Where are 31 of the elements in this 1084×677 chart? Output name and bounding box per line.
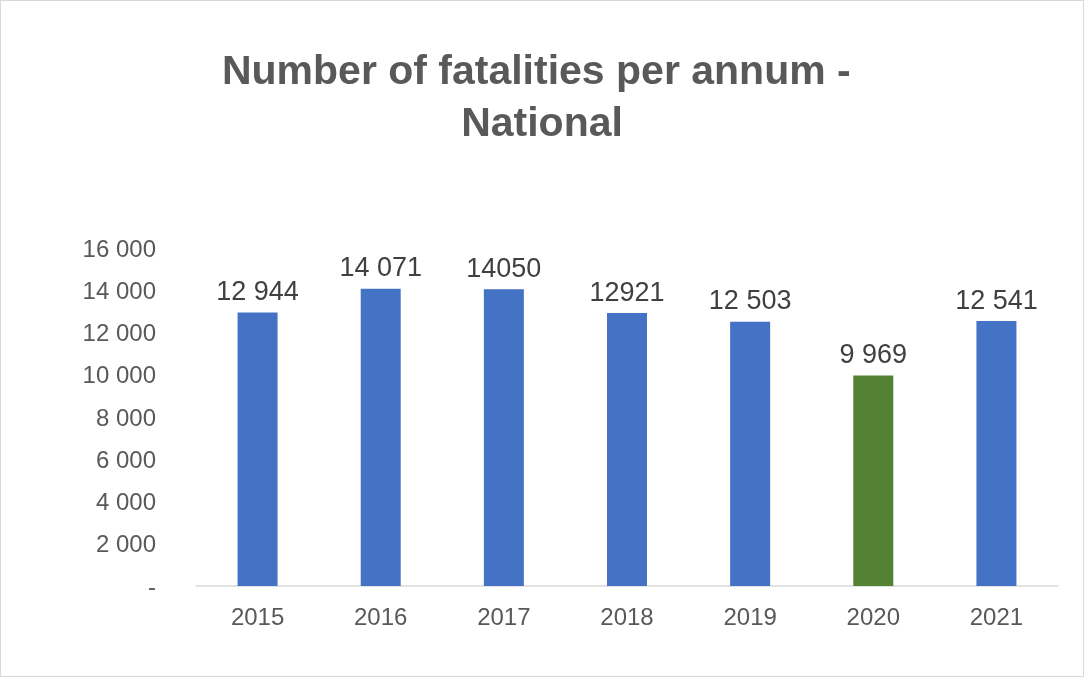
y-tick-label: 2 000 (95, 530, 156, 558)
bar (976, 321, 1017, 586)
x-tick-label: 2020 (846, 602, 900, 630)
data-label: 12 944 (216, 276, 299, 307)
data-label: 12921 (589, 276, 665, 307)
x-tick-label: 2016 (354, 602, 408, 630)
bar (360, 288, 401, 586)
bar (607, 313, 647, 586)
data-label: 12 503 (708, 285, 792, 316)
data-label: 14 071 (339, 252, 423, 283)
bar (483, 289, 524, 586)
data-label: 14050 (466, 252, 542, 283)
x-tick-label: 2017 (477, 602, 531, 630)
chart-title: Number of fatalities per annum - National (221, 47, 863, 145)
bar (237, 312, 278, 586)
y-tick-label: 8 000 (95, 403, 156, 431)
x-tick-label: 2021 (969, 602, 1024, 630)
bar (730, 321, 771, 586)
x-tick-label: 2019 (723, 602, 777, 630)
y-tick-label: 16 000 (82, 234, 156, 262)
y-tick-label: - (148, 572, 156, 600)
y-tick-label: 4 000 (95, 488, 156, 515)
data-label: 12 541 (955, 284, 1038, 315)
y-tick-label: 10 000 (82, 361, 156, 389)
x-tick-label: 2018 (600, 602, 654, 630)
x-tick-label: 2015 (230, 602, 285, 630)
y-tick-label: 6 000 (95, 445, 156, 473)
bar (853, 375, 894, 586)
y-tick-label: 12 000 (82, 319, 156, 346)
y-tick-label: 14 000 (82, 276, 156, 304)
data-label: 9 969 (839, 338, 908, 369)
